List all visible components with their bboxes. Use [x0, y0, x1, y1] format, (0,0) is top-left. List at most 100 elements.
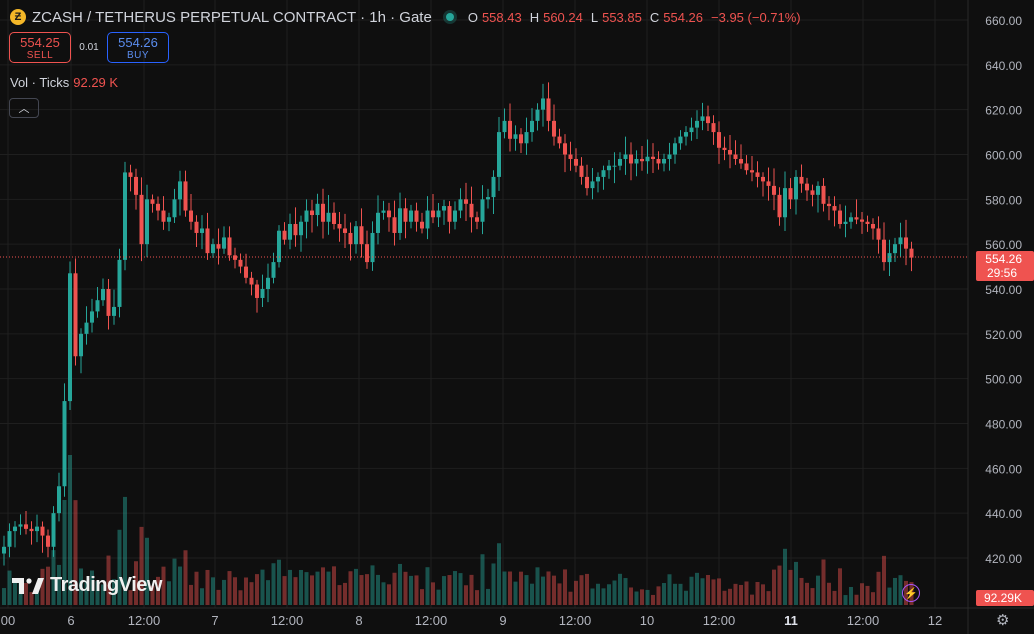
candle-body[interactable] [491, 176, 496, 198]
candle-body[interactable] [216, 244, 221, 249]
candle-body[interactable] [744, 163, 749, 171]
candle-body[interactable] [469, 203, 474, 218]
candle-body[interactable] [513, 134, 518, 139]
candle-body[interactable] [150, 199, 155, 204]
candle-body[interactable] [255, 284, 259, 298]
tradingview-logo[interactable]: TradingView [12, 574, 162, 597]
candle-body[interactable] [189, 210, 193, 222]
candle-body[interactable] [310, 210, 314, 216]
candle-body[interactable] [475, 217, 479, 222]
candle-body[interactable] [167, 217, 171, 222]
symbol-title[interactable]: ZCASH / TETHERUS PERPETUAL CONTRACT · 1h… [32, 8, 432, 26]
candle-body[interactable] [18, 524, 23, 527]
candle-body[interactable] [678, 136, 683, 144]
candle-body[interactable] [541, 98, 545, 110]
candle-body[interactable] [238, 259, 243, 267]
candle-body[interactable] [354, 226, 358, 245]
candle-body[interactable] [68, 273, 72, 402]
candle-body[interactable] [854, 217, 859, 220]
candle-body[interactable] [117, 259, 122, 307]
candle-body[interactable] [321, 203, 325, 222]
candle-body[interactable] [497, 132, 501, 177]
candle-body[interactable] [227, 237, 232, 256]
candle-body[interactable] [211, 244, 215, 254]
candle-body[interactable] [106, 289, 111, 316]
candle-body[interactable] [315, 203, 320, 216]
candle-body[interactable] [101, 289, 105, 301]
candle-body[interactable] [876, 228, 881, 240]
candle-body[interactable] [761, 176, 765, 182]
candle-body[interactable] [200, 228, 204, 233]
candle-body[interactable] [700, 116, 705, 121]
candle-body[interactable] [464, 199, 468, 204]
candle-body[interactable] [530, 120, 534, 133]
candle-body[interactable] [2, 546, 6, 554]
candle-body[interactable] [260, 289, 265, 298]
candle-body[interactable] [337, 223, 342, 229]
candle-body[interactable] [271, 262, 276, 278]
candle-body[interactable] [29, 528, 34, 532]
candle-body[interactable] [233, 255, 237, 260]
candle-body[interactable] [860, 219, 864, 222]
candle-body[interactable] [667, 154, 672, 159]
candle-body[interactable] [370, 232, 375, 263]
candle-body[interactable] [887, 253, 892, 263]
candle-body[interactable] [711, 123, 716, 133]
candle-body[interactable] [805, 183, 809, 191]
candle-body[interactable] [95, 300, 100, 312]
candle-body[interactable] [139, 194, 144, 245]
candle-body[interactable] [35, 526, 39, 532]
candle-body[interactable] [777, 194, 782, 218]
candle-body[interactable] [293, 223, 298, 236]
candle-body[interactable] [244, 266, 248, 278]
buy-button[interactable]: 554.26 BUY [107, 32, 169, 63]
candle-body[interactable] [634, 158, 639, 164]
candle-body[interactable] [51, 513, 56, 547]
volume-legend[interactable]: Vol · Ticks 92.29 K [10, 75, 118, 90]
candle-body[interactable] [161, 210, 166, 222]
candle-body[interactable] [557, 136, 562, 144]
candle-body[interactable] [282, 230, 287, 240]
candle-body[interactable] [222, 237, 226, 249]
candle-body[interactable] [299, 221, 303, 236]
candle-body[interactable] [304, 210, 309, 222]
candle-body[interactable] [843, 221, 848, 224]
candle-body[interactable] [57, 486, 61, 514]
candle-body[interactable] [442, 206, 446, 211]
candle-body[interactable] [502, 120, 507, 133]
candle-body[interactable] [436, 210, 441, 218]
candle-body[interactable] [403, 208, 408, 222]
candle-body[interactable] [623, 154, 628, 159]
sell-button[interactable]: 554.25 SELL [9, 32, 71, 63]
candle-body[interactable] [585, 176, 589, 189]
candle-body[interactable] [343, 228, 347, 233]
candle-body[interactable] [425, 210, 430, 229]
candle-body[interactable] [392, 217, 397, 233]
candle-body[interactable] [612, 165, 617, 167]
candle-body[interactable] [535, 109, 540, 121]
candle-body[interactable] [156, 203, 160, 211]
candle-body[interactable] [662, 158, 666, 164]
candle-body[interactable] [574, 158, 578, 166]
candle-body[interactable] [898, 237, 903, 245]
candle-body[interactable] [508, 120, 512, 139]
candle-body[interactable] [832, 206, 837, 211]
candle-body[interactable] [893, 244, 897, 254]
candle-body[interactable] [816, 185, 820, 195]
candle-body[interactable] [194, 221, 199, 233]
candle-body[interactable] [359, 226, 364, 245]
candle-body[interactable] [447, 206, 452, 222]
candle-body[interactable] [546, 98, 551, 121]
candle-body[interactable] [722, 147, 727, 151]
candle-body[interactable] [24, 524, 28, 529]
candle-body[interactable] [728, 150, 732, 155]
candle-body[interactable] [673, 143, 677, 155]
zcash-coin-icon[interactable]: Ƶ [10, 9, 26, 25]
candle-body[interactable] [453, 210, 457, 222]
candle-body[interactable] [112, 306, 116, 316]
candle-body[interactable] [458, 199, 463, 211]
candle-body[interactable] [656, 158, 661, 164]
candle-body[interactable] [398, 208, 402, 233]
candle-body[interactable] [172, 199, 177, 218]
